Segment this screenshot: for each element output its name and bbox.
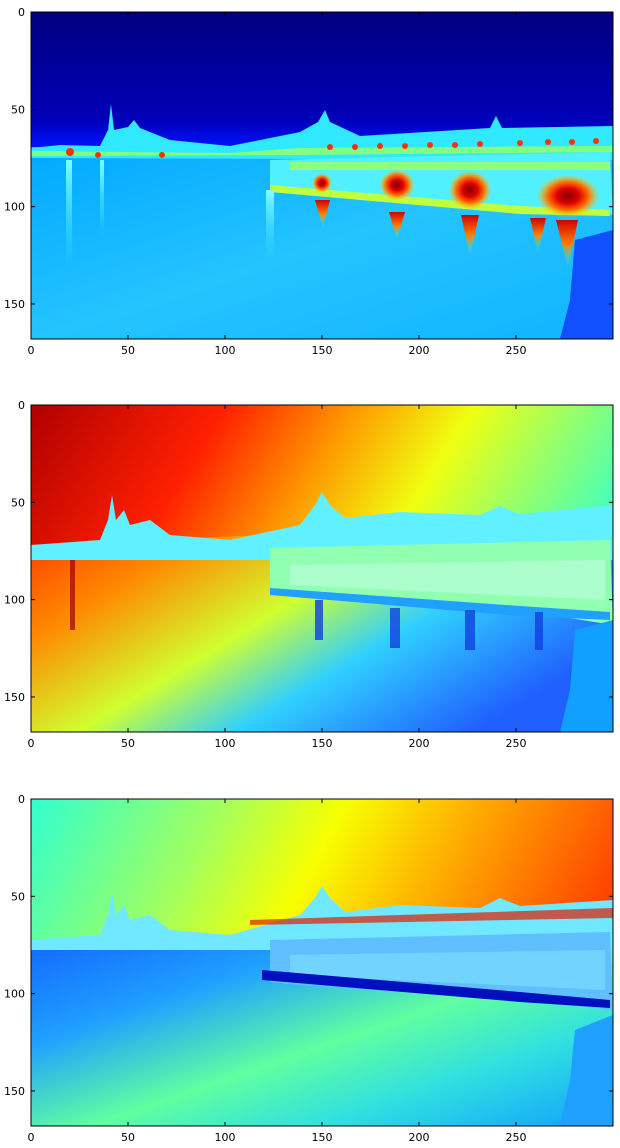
- panel-1-x-tick-label: 200: [409, 344, 430, 357]
- panel-3-x-tick-label: 50: [121, 1131, 135, 1144]
- panel-2-x-tick-label: 0: [28, 737, 35, 750]
- panel-2-x-tick-label: 100: [215, 737, 236, 750]
- panel-3-y-axis: 0 50 100 150: [4, 793, 613, 1098]
- panel-1-x-tick-label: 100: [215, 344, 236, 357]
- panel-3-x-tick-label: 0: [28, 1131, 35, 1144]
- panel-1-x-tick-label: 250: [506, 344, 527, 357]
- panel-1-heatmap-image: [31, 12, 613, 339]
- panel-2: 0 50 100 150 200 250 0 50 100 150: [4, 399, 614, 750]
- panel-1-y-tick-label: 0: [18, 6, 25, 19]
- panel-3: 0 50 100 150 200 250 0 50 100 150: [4, 793, 614, 1144]
- panel-3-y-tick-label: 150: [4, 1085, 25, 1098]
- panel-1-x-tick-label: 150: [312, 344, 333, 357]
- panel-2-x-tick-label: 250: [506, 737, 527, 750]
- panel-3-heatmap-image: [31, 799, 613, 1126]
- panel-2-y-tick-label: 0: [18, 399, 25, 412]
- panel-1-y-axis: 0 50 100 150: [4, 6, 613, 311]
- panel-3-y-tick-label: 0: [18, 793, 25, 806]
- panel-3-y-tick-label: 50: [11, 890, 25, 903]
- panel-3-x-axis: 0 50 100 150 200 250: [28, 799, 527, 1144]
- panel-2-y-tick-label: 100: [4, 594, 25, 607]
- panel-1: 0 50 100 150 200 250 0 50 100 150: [4, 6, 614, 357]
- panel-1-y-tick-label: 50: [11, 103, 25, 116]
- panel-2-y-tick-label: 150: [4, 691, 25, 704]
- panel-3-x-tick-label: 150: [312, 1131, 333, 1144]
- panel-2-x-tick-label: 50: [121, 737, 135, 750]
- panel-2-x-tick-label: 150: [312, 737, 333, 750]
- panel-3-x-tick-label: 250: [506, 1131, 527, 1144]
- panel-1-x-tick-label: 50: [121, 344, 135, 357]
- panel-1-x-tick-label: 0: [28, 344, 35, 357]
- panel-2-heatmap-image: [31, 405, 613, 732]
- panel-2-x-tick-label: 200: [409, 737, 430, 750]
- panel-2-x-axis: 0 50 100 150 200 250: [28, 405, 527, 750]
- panel-1-x-axis: 0 50 100 150 200 250: [28, 12, 527, 357]
- panel-1-y-tick-label: 150: [4, 298, 25, 311]
- panel-2-y-tick-label: 50: [11, 496, 25, 509]
- panel-1-y-tick-label: 100: [4, 201, 25, 214]
- panel-3-y-tick-label: 100: [4, 988, 25, 1001]
- panel-3-x-tick-label: 200: [409, 1131, 430, 1144]
- panel-3-x-tick-label: 100: [215, 1131, 236, 1144]
- panel-2-y-axis: 0 50 100 150: [4, 399, 613, 704]
